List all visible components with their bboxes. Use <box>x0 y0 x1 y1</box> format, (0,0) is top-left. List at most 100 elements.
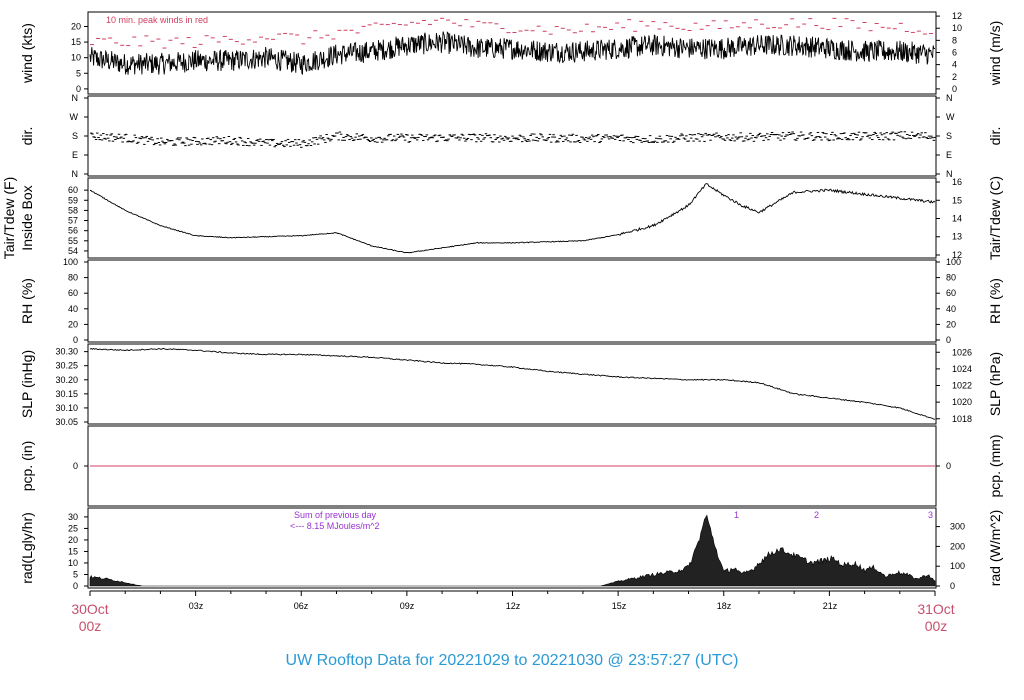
rh-left-tick-label: 80 <box>68 273 78 283</box>
wind-panel-frame <box>87 11 937 95</box>
rad-left-tick-label: 15 <box>68 546 78 556</box>
rh-left-tick-label: 20 <box>68 319 78 329</box>
temp-left-tick-label: 60 <box>68 185 78 195</box>
rh-right-tick-label: 0 <box>946 335 951 345</box>
x-tick-21z: 21z <box>823 601 838 611</box>
wind-speed-line <box>89 31 936 76</box>
slp-right-tick-label: 1024 <box>952 364 972 374</box>
rad-left-tick-label: 20 <box>68 535 78 545</box>
peak-wind-note: 10 min. peak winds in red <box>106 15 208 25</box>
wind-right-tick-label: 4 <box>952 60 957 70</box>
temp-ylabel-left-2: Inside Box <box>19 185 35 250</box>
slp-ylabel-left: SLP (inHg) <box>19 350 35 418</box>
temp-left-tick-label: 58 <box>68 205 78 215</box>
slp-right-tick-label: 1020 <box>952 397 972 407</box>
rad-sum-note-line2: <--- 8.15 MJoules/m^2 <box>290 521 380 531</box>
rad-ylabel-right: rad (W/m^2) <box>987 510 1003 587</box>
rh-ylabel-right: RH (%) <box>987 278 1003 324</box>
x-tick-03z: 03z <box>189 601 204 611</box>
rad-right-tick-label: 300 <box>950 522 965 532</box>
wind-ylabel-left: wind (kts) <box>19 23 35 84</box>
wind-right-tick-label: 10 <box>952 23 962 33</box>
temp-left-tick-label: 59 <box>68 195 78 205</box>
temp-ylabel-right: Tair/Tdew (C) <box>987 176 1003 260</box>
slp-left-tick-label: 30.05 <box>55 417 78 427</box>
rh-left-tick-label: 60 <box>68 288 78 298</box>
temp-panel-frame <box>87 177 937 259</box>
dir-right-tick-label: S <box>946 131 952 141</box>
slp-right-tick-label: 1018 <box>952 414 972 424</box>
rad-right-tick-label: 200 <box>950 541 965 551</box>
wind-left-tick-label: 0 <box>76 84 81 94</box>
radiation-area <box>89 514 936 587</box>
temp-right-tick-label: 15 <box>952 195 962 205</box>
rh-panel-frame <box>87 259 937 343</box>
temp-left-tick-label: 55 <box>68 236 78 246</box>
temp-left-tick-label: 56 <box>68 226 78 236</box>
rad-left-tick-label: 10 <box>68 558 78 568</box>
slp-ylabel-right: SLP (hPa) <box>987 352 1003 416</box>
dir-right-tick-label: N <box>946 169 953 179</box>
slp-line <box>89 347 935 420</box>
rad-sum-note-line1: Sum of previous day <box>294 510 377 520</box>
wind-left-tick-label: 20 <box>71 21 81 31</box>
dir-left-tick-label: W <box>70 112 79 122</box>
temp-left-tick-label: 57 <box>68 216 78 226</box>
x-start-hour: 00z <box>79 618 102 634</box>
pcp-right-tick-label: 0 <box>946 461 951 471</box>
slp-left-tick-label: 30.10 <box>55 403 78 413</box>
x-end-date: 31Oct <box>917 601 954 617</box>
slp-panel-frame <box>87 343 937 425</box>
data-traces <box>89 17 937 587</box>
dir-left-tick-label: S <box>72 131 78 141</box>
rad-marker-3: 3 <box>928 510 933 520</box>
x-start-date: 30Oct <box>71 601 108 617</box>
wind-ylabel-right: wind (m/s) <box>987 21 1003 87</box>
wind-right-tick-label: 12 <box>952 11 962 21</box>
temp-right-tick-label: 14 <box>952 214 962 224</box>
x-tick-12z: 12z <box>506 601 521 611</box>
dir-ylabel-right: dir. <box>987 127 1003 146</box>
rh-right-tick-label: 40 <box>946 304 956 314</box>
rad-marker-2: 2 <box>814 510 819 520</box>
wind-right-tick-label: 0 <box>952 84 957 94</box>
dir-left-tick-label: N <box>72 169 79 179</box>
slp-left-tick-label: 30.15 <box>55 389 78 399</box>
slp-right-tick-label: 1026 <box>952 347 972 357</box>
tair-line <box>89 183 936 254</box>
rh-right-tick-label: 60 <box>946 288 956 298</box>
x-tick-06z: 06z <box>294 601 309 611</box>
rad-right-tick-label: 0 <box>950 581 955 591</box>
rh-right-tick-label: 20 <box>946 319 956 329</box>
x-tick-09z: 09z <box>400 601 415 611</box>
temp-right-tick-label: 13 <box>952 232 962 242</box>
x-tick-15z: 15z <box>612 601 627 611</box>
wind-right-tick-label: 2 <box>952 72 957 82</box>
rh-right-tick-label: 100 <box>946 257 961 267</box>
dir-right-tick-label: W <box>946 112 955 122</box>
rad-left-tick-label: 0 <box>73 581 78 591</box>
temp-right-tick-label: 12 <box>952 250 962 260</box>
x-tick-18z: 18z <box>717 601 732 611</box>
dir-left-tick-label: E <box>72 150 78 160</box>
pcp-ylabel-left: pcp. (in) <box>19 441 35 492</box>
pcp-ylabel-right: pcp. (mm) <box>987 435 1003 498</box>
pcp-left-tick-label: 0 <box>73 461 78 471</box>
dir-right-tick-label: E <box>946 150 952 160</box>
wind-left-tick-label: 15 <box>71 37 81 47</box>
rad-left-tick-label: 30 <box>68 512 78 522</box>
x-end-hour: 00z <box>925 618 948 634</box>
rad-marker-1: 1 <box>734 510 739 520</box>
rad-left-tick-label: 25 <box>68 523 78 533</box>
rad-left-tick-label: 5 <box>73 569 78 579</box>
slp-left-tick-label: 30.25 <box>55 361 78 371</box>
rh-ylabel-left: RH (%) <box>19 278 35 324</box>
slp-left-tick-label: 30.30 <box>55 347 78 357</box>
rh-right-tick-label: 80 <box>946 273 956 283</box>
rad-right-tick-label: 100 <box>950 561 965 571</box>
dir-right-tick-label: N <box>946 93 953 103</box>
wind-left-tick-label: 5 <box>76 68 81 78</box>
wind-right-tick-label: 8 <box>952 35 957 45</box>
wind-left-tick-label: 10 <box>71 53 81 63</box>
